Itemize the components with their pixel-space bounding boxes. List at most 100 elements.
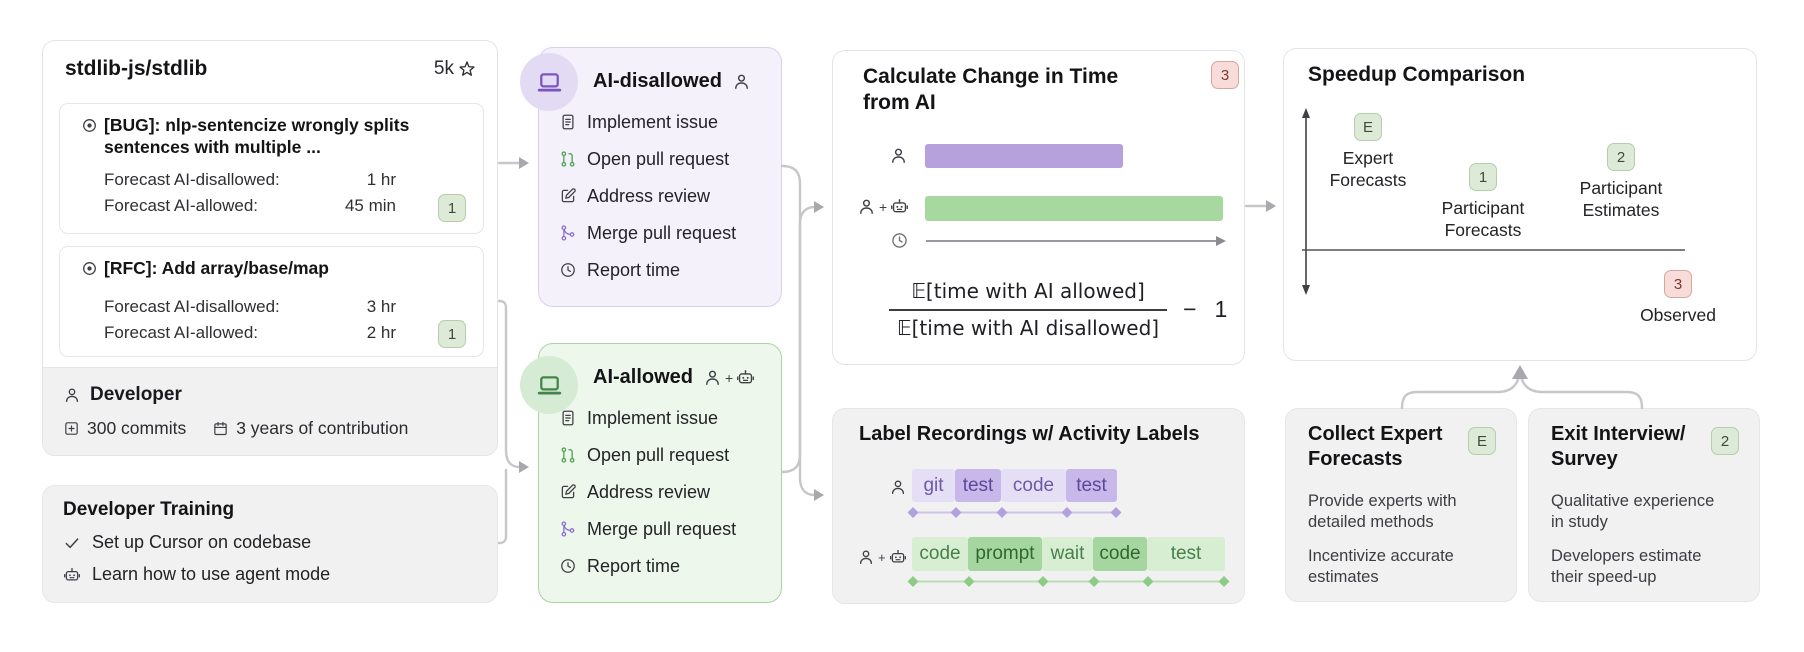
activity-segment: test bbox=[955, 469, 1001, 502]
step-badge: 1 bbox=[438, 194, 466, 222]
forecast-value: 3 hr bbox=[366, 297, 396, 316]
task-label: Implement issue bbox=[587, 407, 719, 428]
person-icon bbox=[857, 197, 876, 216]
issue-open-icon bbox=[81, 117, 98, 134]
speedup-point-participant-forecast: 1 Participant Forecasts bbox=[1413, 163, 1553, 241]
pull-request-icon bbox=[559, 446, 577, 464]
task-item: Open pull request bbox=[559, 147, 736, 171]
person-icon bbox=[63, 386, 81, 404]
person-plus-robot-icons: + bbox=[857, 197, 909, 216]
training-title: Developer Training bbox=[63, 499, 235, 520]
document-icon bbox=[559, 409, 577, 427]
issue-card: [RFC]: Add array/base/map Forecast AI-di… bbox=[59, 246, 484, 357]
task-list: Implement issue Open pull request Addres… bbox=[559, 406, 736, 591]
speedup-point-participant-estimate: 2 Participant Estimates bbox=[1551, 143, 1691, 221]
task-label: Address review bbox=[587, 185, 711, 206]
speedup-comparison-panel: Speedup Comparison E Expert Forecasts 1 … bbox=[1283, 48, 1757, 361]
task-label: Merge pull request bbox=[587, 222, 737, 243]
ai-allowed-panel: AI-allowed + Implement issue Open pull r… bbox=[520, 343, 782, 603]
human-timeline-markers bbox=[907, 507, 1122, 518]
plus-sign: + bbox=[879, 198, 888, 215]
merge-icon bbox=[559, 224, 577, 242]
repo-card: stdlib-js/stdlib 5k [BUG]: nlp-sentenciz… bbox=[42, 40, 498, 456]
formula-constant: 1 bbox=[1214, 296, 1228, 322]
task-item: Merge pull request bbox=[559, 517, 736, 541]
person-icon bbox=[703, 368, 722, 387]
task-item: Address review bbox=[559, 480, 736, 504]
developer-stats: 300 commits 3 years of contribution bbox=[63, 418, 408, 439]
speedup-point-label: Observed bbox=[1640, 305, 1716, 325]
speedup-point-label: Expert Forecasts bbox=[1329, 148, 1407, 190]
plus-sign: + bbox=[878, 549, 886, 565]
forecast-label: Forecast AI-disallowed: bbox=[104, 170, 280, 189]
time-axis-arrow bbox=[926, 236, 1226, 246]
task-item: Open pull request bbox=[559, 443, 736, 467]
commits-value: 300 commits bbox=[87, 418, 187, 438]
person-icon bbox=[889, 146, 908, 165]
step-badge: 1 bbox=[438, 320, 466, 348]
clock-icon bbox=[890, 231, 909, 250]
condition-header: AI-allowed + bbox=[593, 366, 755, 389]
task-item: Report time bbox=[559, 554, 736, 578]
collect-paragraph: Provide experts with detailed methods bbox=[1308, 492, 1457, 531]
forecast-value: 45 min bbox=[344, 196, 396, 215]
developer-title: Developer bbox=[90, 384, 182, 405]
formula-minus: − bbox=[1183, 296, 1197, 322]
ai-activity-track: code prompt wait code test bbox=[912, 537, 1225, 571]
issue-title: [BUG]: nlp-sentencize wrongly splits sen… bbox=[104, 115, 410, 157]
speedup-title: Speedup Comparison bbox=[1308, 63, 1526, 86]
repo-header: stdlib-js/stdlib 5k bbox=[65, 57, 477, 81]
robot-icon bbox=[890, 197, 909, 216]
step-badge: 3 bbox=[1211, 61, 1239, 89]
condition-actors bbox=[732, 72, 751, 91]
exit-paragraph: Qualitative experience in study bbox=[1551, 492, 1715, 531]
activity-segment: test bbox=[1066, 469, 1117, 502]
clock-icon bbox=[559, 261, 577, 279]
forecast-value: 2 hr bbox=[366, 323, 396, 342]
condition-actors: + bbox=[703, 368, 755, 387]
forecast-value: 1 hr bbox=[366, 170, 396, 189]
robot-icon bbox=[736, 368, 755, 387]
edit-icon bbox=[559, 483, 577, 501]
collect-paragraph: Incentivize accurate estimates bbox=[1308, 547, 1454, 586]
exit-interview-box: Exit Interview/ Survey 2 Qualitative exp… bbox=[1528, 408, 1760, 602]
laptop-icon bbox=[536, 372, 563, 399]
clock-icon bbox=[559, 557, 577, 575]
robot-icon bbox=[63, 566, 81, 584]
task-label: Merge pull request bbox=[587, 518, 737, 539]
task-label: Address review bbox=[587, 481, 711, 502]
repo-stars: 5k bbox=[434, 58, 477, 80]
task-label: Open pull request bbox=[587, 444, 730, 465]
ai-timeline-markers bbox=[907, 576, 1230, 587]
label-recordings-panel: Label Recordings w/ Activity Labels git … bbox=[832, 408, 1245, 604]
task-item: Implement issue bbox=[559, 110, 736, 134]
condition-title: AI-allowed bbox=[593, 366, 694, 388]
star-count: 5k bbox=[433, 58, 454, 79]
activity-segment: code bbox=[1001, 469, 1066, 502]
person-plus-robot-icons: + bbox=[857, 548, 907, 566]
task-item: Report time bbox=[559, 258, 736, 282]
human-activity-track: git test code test bbox=[912, 469, 1117, 502]
ai-disallowed-panel: AI-disallowed Implement issue Open pull … bbox=[520, 47, 782, 307]
speedup-point-expert: E Expert Forecasts bbox=[1313, 113, 1423, 191]
step-badge: E bbox=[1468, 427, 1496, 455]
activity-segment: code bbox=[912, 537, 968, 571]
plus-sign: + bbox=[725, 369, 734, 386]
calendar-icon bbox=[212, 420, 229, 437]
forecast-row: Forecast AI-allowed: 2 hr bbox=[104, 323, 396, 343]
task-item: Implement issue bbox=[559, 406, 736, 430]
star-icon bbox=[457, 59, 477, 79]
collect-forecasts-box: Collect Expert Forecasts E Provide exper… bbox=[1285, 408, 1517, 602]
issue-open-icon bbox=[81, 260, 98, 277]
step-badge: 3 bbox=[1664, 270, 1692, 298]
repo-name: stdlib-js/stdlib bbox=[65, 57, 208, 80]
forecast-row: Forecast AI-disallowed: 3 hr bbox=[104, 297, 396, 317]
training-card: Developer Training Set up Cursor on code… bbox=[42, 485, 498, 603]
label-recordings-title: Label Recordings w/ Activity Labels bbox=[859, 423, 1200, 445]
formula-numerator: 𝔼[time with AI allowed] bbox=[889, 279, 1168, 311]
document-icon bbox=[559, 113, 577, 131]
speedup-formula: 𝔼[time with AI allowed] 𝔼[time with AI d… bbox=[889, 279, 1227, 340]
developer-footer: Developer 300 commits 3 years of contrib… bbox=[43, 367, 497, 455]
forecast-row: Forecast AI-disallowed: 1 hr bbox=[104, 170, 396, 190]
exit-paragraph: Developers estimate their speed-up bbox=[1551, 547, 1702, 586]
